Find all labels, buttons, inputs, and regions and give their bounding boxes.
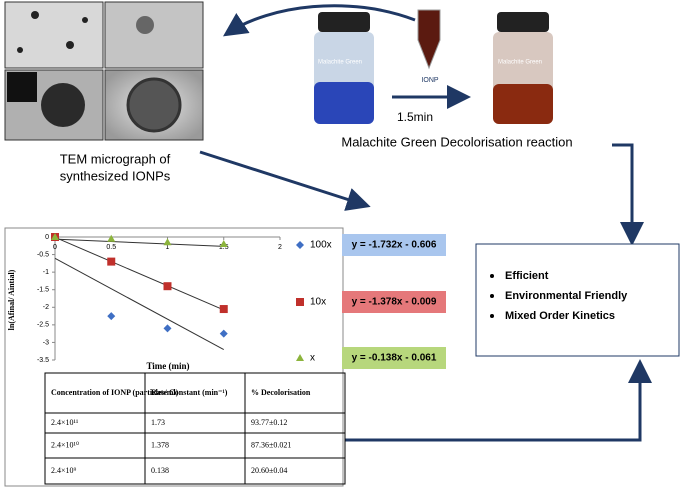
y-tick-label: -1.5 bbox=[37, 287, 49, 294]
legend-label: 10x bbox=[310, 297, 326, 308]
bullet-text: Environmental Friendly bbox=[505, 290, 628, 302]
legend-label: x bbox=[310, 353, 315, 364]
y-tick-label: -3.5 bbox=[37, 357, 49, 364]
point bbox=[107, 312, 116, 321]
table-header: Rate Constant (min⁻¹) bbox=[151, 388, 228, 397]
trend-line bbox=[54, 257, 224, 351]
equation-box bbox=[342, 234, 446, 256]
point bbox=[163, 324, 172, 333]
equation-label: y = -1.732x - 0.606 bbox=[352, 240, 437, 251]
bullet-text: Efficient bbox=[505, 270, 549, 282]
time-label: 1.5min bbox=[397, 110, 433, 124]
y-tick-label: -2.5 bbox=[37, 322, 49, 329]
point bbox=[219, 329, 228, 338]
legend-marker bbox=[296, 354, 304, 361]
tem-caption: synthesized IONPs bbox=[60, 168, 171, 183]
x-tick-label: 0 bbox=[53, 244, 57, 251]
tem-image bbox=[4, 1, 204, 141]
point bbox=[219, 305, 228, 314]
equation-label: y = -1.378x - 0.009 bbox=[352, 297, 437, 308]
table-header: Concentration of IONP (particles/ml) bbox=[51, 388, 179, 397]
table-cell: 1.73 bbox=[151, 418, 165, 427]
table-cell: 2.4×10⁹ bbox=[51, 466, 77, 475]
x-axis-label: Time (min) bbox=[146, 361, 189, 371]
bullet-dot bbox=[490, 294, 494, 298]
y-tick-label: -1 bbox=[43, 269, 49, 276]
reaction-caption: Malachite Green Decolorisation reaction bbox=[341, 134, 572, 149]
table-cell: 87.36±0.021 bbox=[251, 440, 291, 449]
table-cell: 2.4×10¹¹ bbox=[51, 418, 79, 427]
point bbox=[107, 257, 116, 266]
vial-label: Malachite Green bbox=[498, 60, 542, 66]
y-tick-label: -2 bbox=[43, 304, 49, 311]
tem-caption: TEM micrograph of bbox=[60, 151, 171, 166]
ionp-tube bbox=[417, 9, 441, 70]
y-tick-label: 0 bbox=[45, 234, 49, 241]
point bbox=[219, 240, 228, 248]
bullet-dot bbox=[490, 274, 494, 278]
equation-box bbox=[342, 347, 446, 369]
legend-label: 100x bbox=[310, 240, 332, 251]
point bbox=[107, 234, 116, 242]
bullet-dot bbox=[490, 314, 494, 318]
x-tick-label: 0.5 bbox=[106, 244, 116, 251]
ionp-label: IONP bbox=[421, 77, 438, 84]
y-axis-label: ln(Afinal/ Aintial) bbox=[7, 269, 16, 330]
legend-marker bbox=[296, 241, 304, 249]
bullet-text: Mixed Order Kinetics bbox=[505, 310, 615, 322]
table-cell: 20.60±0.04 bbox=[251, 466, 287, 475]
vial-blue bbox=[314, 12, 374, 124]
y-tick-label: -3 bbox=[43, 339, 49, 346]
chart-panel bbox=[4, 227, 344, 487]
trend-line bbox=[54, 236, 224, 311]
table-cell: 0.138 bbox=[151, 466, 169, 475]
trend-line bbox=[54, 238, 224, 247]
vial-red bbox=[493, 12, 553, 124]
point bbox=[51, 233, 59, 240]
vial-label: Malachite Green bbox=[318, 60, 362, 66]
point bbox=[163, 282, 172, 291]
legend-marker bbox=[296, 298, 304, 306]
table-cell: 93.77±0.12 bbox=[251, 418, 287, 427]
equation-box bbox=[342, 291, 446, 313]
x-tick-label: 1.5 bbox=[219, 244, 229, 251]
x-tick-label: 1 bbox=[166, 244, 170, 251]
x-tick-label: 2 bbox=[278, 244, 282, 251]
summary-box bbox=[475, 243, 680, 357]
y-tick-label: -0.5 bbox=[37, 251, 49, 258]
table-header: % Decolorisation bbox=[251, 388, 311, 397]
table-cell: 1.378 bbox=[151, 440, 169, 449]
table-frame bbox=[44, 372, 346, 485]
arrows bbox=[199, 4, 652, 442]
table-cell: 2.4×10¹⁰ bbox=[51, 440, 79, 449]
equation-label: y = -0.138x - 0.061 bbox=[352, 353, 437, 364]
point bbox=[163, 238, 172, 246]
